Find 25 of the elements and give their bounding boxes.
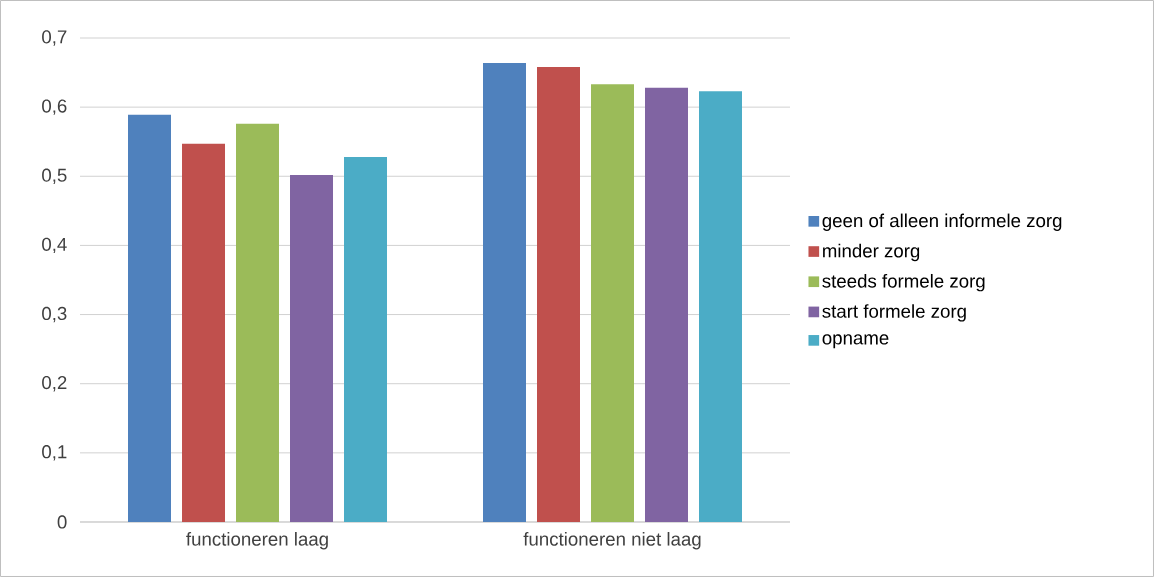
bar [182, 143, 226, 522]
bar [699, 91, 742, 522]
y-tick-label: 0,6 [42, 99, 67, 115]
y-tick-label: 0,2 [42, 375, 67, 392]
y-tick-label: 0,3 [42, 306, 67, 323]
x-tick-label: functioneren niet laag [523, 532, 701, 550]
legend-label: geen of alleen informele zorg [822, 213, 1062, 231]
y-tick-label: 0 [57, 515, 67, 529]
bar [483, 62, 526, 522]
legend-label: steeds formele zorg [822, 273, 985, 292]
bar [591, 84, 634, 522]
x-tick-label: functioneren laag [186, 532, 328, 550]
bar [290, 174, 334, 522]
legend-label: minder zorg [823, 243, 920, 262]
y-tick-label: 0,7 [42, 30, 67, 46]
bar [537, 67, 580, 522]
bar [645, 87, 688, 522]
y-tick-label: 0,4 [42, 237, 67, 254]
y-tick-label: 0,1 [42, 445, 67, 461]
bar [236, 123, 279, 522]
bar [344, 156, 387, 522]
y-tick-label: 0,5 [42, 168, 67, 184]
bar [128, 114, 171, 522]
legend-label: start formele zorg [822, 304, 966, 322]
legend-label: opname [822, 334, 889, 349]
